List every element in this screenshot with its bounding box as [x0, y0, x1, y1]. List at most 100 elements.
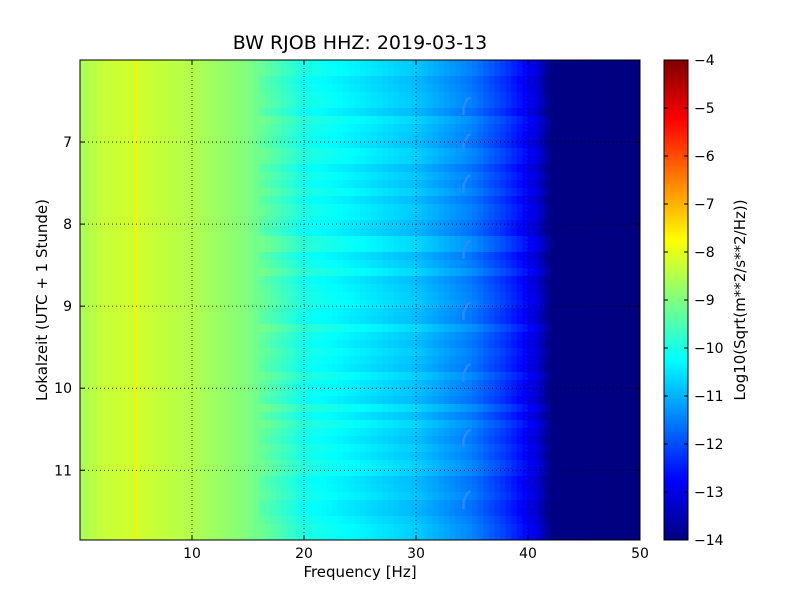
- heatmap-cell: [528, 396, 535, 405]
- heatmap-cell: [511, 212, 518, 221]
- heatmap-cell: [332, 60, 339, 69]
- heatmap-cell: [472, 140, 479, 149]
- heatmap-cell: [270, 332, 277, 341]
- heatmap-cell: [264, 324, 271, 333]
- heatmap-cell: [388, 132, 395, 141]
- heatmap-cell: [388, 484, 395, 493]
- heatmap-cell: [522, 196, 529, 205]
- heatmap-cell: [410, 324, 417, 333]
- heatmap-cell: [276, 492, 283, 501]
- heatmap-cell: [348, 300, 355, 309]
- heatmap-cell: [488, 468, 495, 477]
- heatmap-cell: [505, 524, 512, 533]
- heatmap-cell: [292, 204, 299, 213]
- heatmap-cell: [337, 292, 344, 301]
- heatmap-cell: [416, 332, 423, 341]
- heatmap-cell: [494, 516, 501, 525]
- heatmap-cell: [522, 308, 529, 317]
- heatmap-cell: [332, 332, 339, 341]
- heatmap-cell: [326, 444, 333, 453]
- heatmap-cell: [533, 116, 540, 125]
- heatmap-cell: [477, 364, 484, 373]
- heatmap-cell: [427, 108, 434, 117]
- heatmap-cell: [410, 532, 417, 541]
- heatmap-cell: [136, 60, 143, 540]
- heatmap-cell: [432, 332, 439, 341]
- heatmap-cell: [309, 164, 316, 173]
- heatmap-cell: [432, 244, 439, 253]
- heatmap-cell: [449, 172, 456, 181]
- heatmap-cell: [259, 444, 266, 453]
- heatmap-cell: [500, 508, 507, 517]
- heatmap-cell: [276, 332, 283, 341]
- heatmap-cell: [432, 76, 439, 85]
- heatmap-cell: [494, 324, 501, 333]
- heatmap-cell: [292, 220, 299, 229]
- heatmap-cell: [337, 388, 344, 397]
- heatmap-cell: [332, 108, 339, 117]
- heatmap-cell: [477, 484, 484, 493]
- heatmap-cell: [298, 404, 305, 413]
- heatmap-cell: [304, 420, 311, 429]
- heatmap-cell: [416, 436, 423, 445]
- heatmap-cell: [326, 356, 333, 365]
- heatmap-cell: [494, 292, 501, 301]
- heatmap-cell: [388, 188, 395, 197]
- heatmap-cell: [315, 356, 322, 365]
- heatmap-cell: [488, 284, 495, 293]
- heatmap-cell: [444, 156, 451, 165]
- heatmap-cell: [488, 124, 495, 133]
- heatmap-cell: [494, 420, 501, 429]
- heatmap-cell: [365, 252, 372, 261]
- heatmap-cell: [410, 108, 417, 117]
- heatmap-cell: [270, 132, 277, 141]
- heatmap-cell: [416, 156, 423, 165]
- heatmap-cell: [276, 340, 283, 349]
- heatmap-cell: [528, 492, 535, 501]
- heatmap-cell: [404, 356, 411, 365]
- heatmap-cell: [343, 332, 350, 341]
- heatmap-cell: [427, 292, 434, 301]
- heatmap-cell: [438, 124, 445, 133]
- heatmap-cell: [522, 380, 529, 389]
- heatmap-cell: [477, 164, 484, 173]
- heatmap-cell: [365, 340, 372, 349]
- heatmap-cell: [393, 284, 400, 293]
- heatmap-cell: [455, 316, 462, 325]
- transient-events: [462, 96, 472, 509]
- heatmap-cell: [276, 356, 283, 365]
- heatmap-cell: [500, 404, 507, 413]
- heatmap-cell: [488, 524, 495, 533]
- heatmap-cell: [483, 84, 490, 93]
- heatmap-cell: [444, 244, 451, 253]
- heatmap-cell: [388, 180, 395, 189]
- heatmap-cell: [410, 348, 417, 357]
- heatmap-cell: [287, 524, 294, 533]
- heatmap-cell: [544, 308, 551, 317]
- heatmap-cell: [315, 276, 322, 285]
- heatmap-cell: [466, 116, 473, 125]
- heatmap-cell: [522, 316, 529, 325]
- heatmap-cell: [539, 260, 546, 269]
- heatmap-cell: [276, 380, 283, 389]
- heatmap-cell: [444, 140, 451, 149]
- heatmap-cell: [281, 300, 288, 309]
- heatmap-cell: [270, 524, 277, 533]
- heatmap-cell: [388, 108, 395, 117]
- heatmap-cell: [393, 76, 400, 85]
- heatmap-cell: [276, 92, 283, 101]
- heatmap-cell: [388, 164, 395, 173]
- heatmap-cell: [388, 308, 395, 317]
- heatmap-cell: [455, 300, 462, 309]
- heatmap-cell: [416, 516, 423, 525]
- heatmap-cell: [628, 60, 635, 540]
- heatmap-cell: [326, 484, 333, 493]
- heatmap-cell: [460, 380, 467, 389]
- heatmap-cell: [516, 188, 523, 197]
- heatmap-cell: [376, 236, 383, 245]
- heatmap-cell: [444, 164, 451, 173]
- heatmap-cell: [365, 396, 372, 405]
- heatmap-cell: [488, 308, 495, 317]
- heatmap-cell: [276, 252, 283, 261]
- heatmap-cell: [382, 196, 389, 205]
